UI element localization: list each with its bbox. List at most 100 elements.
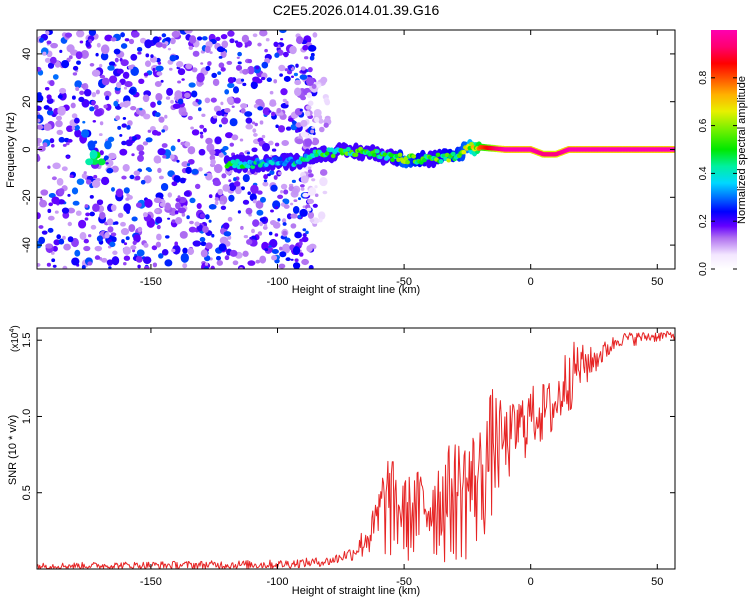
spectrogram-cell [152,262,158,268]
spectrogram-cell [207,61,212,66]
spectrogram-cell [81,264,86,269]
spectrogram-cell [144,60,152,67]
spectrogram-cell [242,250,249,257]
spectrogram-cell [212,180,222,187]
spectrogram-cell [179,231,188,239]
spectrogram-cell [227,82,235,89]
spectrogram-cell [297,214,302,219]
spectrogram-cell [214,200,219,206]
spectrogram-cell [79,90,85,95]
spectrogram-cell [56,115,62,121]
spectrogram-cell [300,187,305,191]
spectrogram-cell [120,228,130,236]
spectrogram-cell [259,255,267,264]
spectrogram-cell [279,112,284,116]
spectrogram-cell [290,75,295,78]
spectrogram-cell [189,35,197,44]
spectrogram-cell [76,178,85,185]
spectrogram-cell [244,44,248,48]
spectrogram-cell [224,89,230,95]
spectrogram-cell [145,137,153,143]
spectrogram-cell [220,50,227,58]
spectrogram-cell [252,199,257,204]
spectrogram-cell [125,139,133,147]
spectrogram-cell [223,231,232,237]
spectrogram-cell [196,36,203,41]
spectrogram-cell [270,161,275,166]
spectrogram-cell [280,88,288,96]
spectrogram-cell [91,100,96,106]
spectrogram-cell [324,151,330,156]
spectrogram-cell [79,40,84,44]
spectrogram-cell [186,163,191,167]
spectrogram-cell [245,117,253,124]
spectrogram-cell [283,51,289,58]
snr-y-multiplier-close: ) [10,325,21,328]
spectrogram-cell [196,203,202,209]
spectrogram-cell [250,81,258,90]
spectrogram-cell [151,245,158,251]
spectrogram-cell [244,111,253,117]
spectrogram-cell [262,107,271,116]
spectrogram-cell [266,173,271,177]
spectrogram-cell [142,94,150,103]
spectrogram-cell [85,179,92,185]
spectrogram-cell [255,98,264,106]
spectrogram-cell [202,225,209,234]
spectrogram-cell [216,259,224,266]
spectrogram-cell [56,129,64,136]
spectrogram-cell [305,230,309,235]
spectrogram-cell [242,82,247,87]
spectrogram-cell [48,202,54,207]
spectrogram-cell [239,266,243,269]
spectrogram-cell [96,42,101,48]
spectrogram-cell [438,159,444,164]
spectrogram-cell [125,100,131,107]
spectrogram-cell [182,263,188,269]
spectrogram-cell [194,183,201,190]
spectrogram-cell [140,179,146,185]
spectrogram-cell [122,116,127,120]
spectrogram-cell [200,241,207,247]
spectrogram-cell [169,154,175,160]
spectrogram-cell [138,150,145,156]
spectrogram-cell [62,235,66,240]
spectrogram-cell [123,86,128,90]
spectrogram-cell [286,213,293,220]
spectrogram-cell [142,141,149,146]
spectrogram-cell [282,222,287,226]
spectrogram-cell [143,256,152,265]
spectrogram-cell [143,242,149,248]
spectrogram-cell [256,190,263,195]
spectrogram-cell [215,255,222,261]
spectrogram-cell [74,129,82,138]
spectrogram-cell [171,219,176,224]
spectrogram-cell [192,50,200,57]
spectrogram-cell [161,129,166,133]
spectrogram-cell [54,60,61,68]
spectrogram-cell [218,55,223,59]
spectrogram-cell [205,214,210,220]
spectrogram-cell [182,247,188,254]
spectrogram-cell [208,194,213,199]
colorbar-tick-label: 0.0 [698,262,709,276]
spectrogram-cell [191,168,199,175]
spectrogram-cell [113,48,121,55]
spectrogram-cell [85,212,90,217]
spectrogram-cell [266,77,272,82]
spectrogram-x-tick-label: -50 [396,276,412,288]
spectrogram-cell [38,37,45,43]
spectrogram-cell [273,156,278,161]
spectrogram-cell [126,125,131,130]
spectrogram-cell [371,152,377,158]
snr-x-tick-label: -150 [140,576,162,588]
spectrogram-cell [237,210,242,214]
spectrogram-cell [274,206,279,210]
spectrogram-cell [374,149,380,154]
spectrogram-cell [281,140,290,146]
spectrogram-cell [83,238,89,244]
spectrogram-cell [157,61,162,65]
spectrogram-cell [185,63,193,70]
spectrogram-cell [114,221,119,225]
